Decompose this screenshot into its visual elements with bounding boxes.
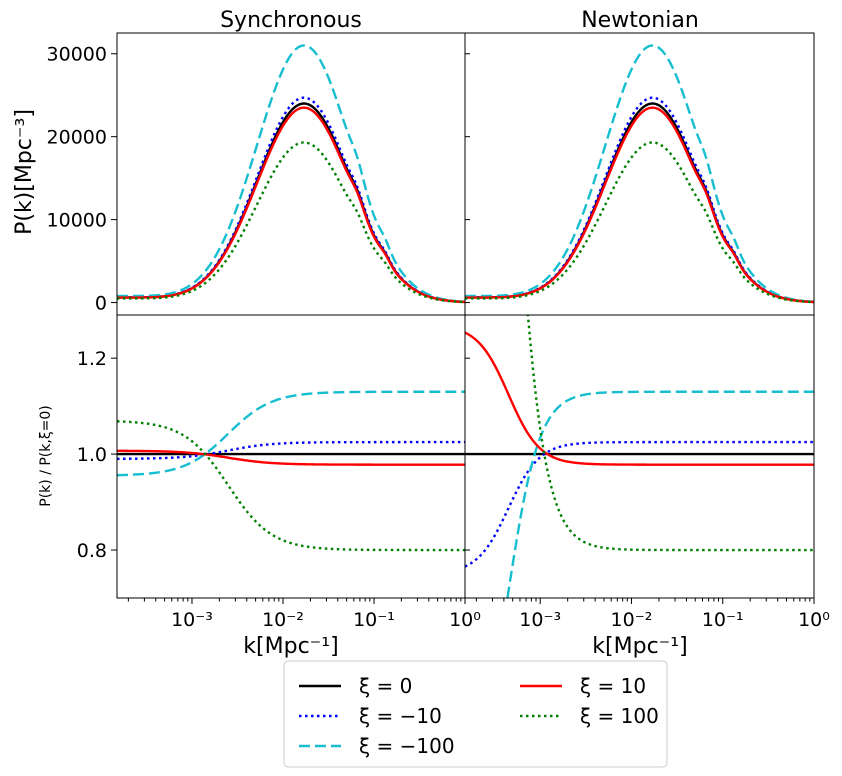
- synchronous-power-line-xi10: [117, 106, 465, 304]
- panel-frames: [116, 32, 815, 599]
- synchronous-power-line-xi_m100: [117, 44, 465, 303]
- bottom-y-axis-label: P(k) / P(k,ξ=0): [38, 405, 54, 506]
- top-y-axis-label: P(k)[Mpc⁻³]: [12, 109, 37, 235]
- newtonian-power-line-xi100: [465, 141, 814, 304]
- legend-entry-xi_m10: ξ = −10: [299, 704, 442, 728]
- legend-box: [283, 660, 668, 768]
- bottom-y-tick-label: 1.2: [77, 348, 107, 370]
- panel-frame-1: [464, 32, 815, 316]
- top-y-tick-label: 30000: [47, 44, 107, 66]
- newtonian-power-line-xi0: [465, 102, 814, 304]
- x-tick-label-right: 10⁰: [798, 609, 830, 631]
- synchronous-ratio-line-xi_m10: [117, 440, 465, 460]
- top-y-tick-label: 20000: [47, 127, 107, 149]
- synchronous-ratio-line-xi100: [117, 420, 465, 552]
- legend-entry-xi100: ξ = 100: [520, 704, 659, 728]
- legend-entry-xi10: ξ = 10: [520, 674, 646, 698]
- synchronous-ratio-line-xi10: [117, 449, 465, 466]
- synchronous-power-line-xi_m10: [117, 96, 465, 304]
- bottom-y-tick-label: 1.0: [77, 444, 107, 466]
- x-tick-label-right: 10⁻¹: [702, 609, 744, 631]
- x-tick-label-right: 10⁻²: [611, 609, 653, 631]
- synchronous-power-line-xi100: [117, 141, 465, 304]
- top-y-tick-label: 10000: [47, 210, 107, 232]
- legend-label-xi_m100: ξ = −100: [359, 734, 455, 758]
- panel-title-synchronous: Synchronous: [220, 8, 362, 33]
- newtonian-power-line-xi_m100: [465, 44, 814, 303]
- panel-frame-3: [464, 314, 815, 599]
- newtonian-ratio-line-xi_m10: [465, 440, 814, 568]
- legend: ξ = 0 ξ = −10 ξ = −100 ξ = 10 ξ = 100: [283, 660, 668, 768]
- x-tick-label-left: 10⁻³: [171, 609, 213, 631]
- legend-label-xi0: ξ = 0: [359, 674, 412, 698]
- x-tick-label-left: 10⁻²: [262, 609, 304, 631]
- legend-entry-xi0: ξ = 0: [299, 674, 412, 698]
- newtonian-ratio-line-xi100: [526, 315, 814, 552]
- panel-frame-2: [116, 314, 466, 599]
- newtonian-ratio-line-xi10: [465, 331, 814, 466]
- newtonian-power-line-xi_m10: [465, 96, 814, 304]
- synchronous-power-line-xi0: [117, 102, 465, 304]
- legend-label-xi10: ξ = 10: [580, 674, 646, 698]
- series-curves: [117, 44, 814, 598]
- x-tick-label-right: 10⁻³: [519, 609, 561, 631]
- legend-label-xi100: ξ = 100: [580, 704, 659, 728]
- legend-entry-xi_m100: ξ = −100: [299, 734, 455, 758]
- newtonian-ratio-line-xi_m100: [506, 390, 814, 598]
- bottom-y-tick-label: 0.8: [77, 540, 107, 562]
- newtonian-power-line-xi10: [465, 106, 814, 304]
- x-tick-label-right: 10⁰: [449, 609, 481, 631]
- panel-title-newtonian: Newtonian: [581, 8, 699, 33]
- x-axis-label-left: k[Mpc⁻¹]: [243, 634, 338, 659]
- top-y-tick-label: 0: [95, 293, 107, 315]
- axis-ticks: 0 10000 20000 30000 0.8 1.0 1.2 10⁻³ 10⁻² 10⁻¹ 10⁰…: [47, 44, 830, 631]
- x-tick-label-left: 10⁻¹: [353, 609, 395, 631]
- panel-frame-0: [116, 32, 466, 316]
- synchronous-ratio-line-xi_m100: [117, 390, 465, 477]
- x-axis-label-right: k[Mpc⁻¹]: [592, 634, 687, 659]
- legend-label-xi_m10: ξ = −10: [359, 704, 442, 728]
